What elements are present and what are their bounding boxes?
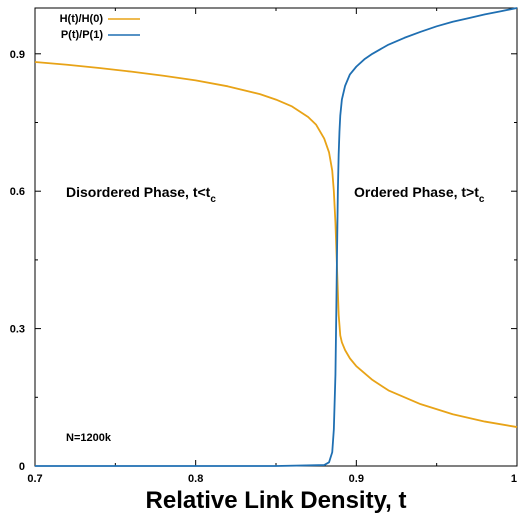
system-size-label: N=1200k [66, 432, 112, 444]
x-tick-label: 0.7 [27, 473, 42, 485]
x-tick-label: 0.8 [188, 473, 203, 485]
disordered-phase-label: Disordered Phase, t<tc [66, 184, 216, 205]
x-axis-title: Relative Link Density, t [146, 487, 407, 514]
y-tick-label: 0 [19, 461, 25, 473]
y-tick-label: 0.9 [10, 49, 25, 61]
tick-labels: 0.7 0.8 0.9 1 0 0.3 0.6 0.9 [10, 49, 517, 485]
y-tick-label: 0.6 [10, 186, 25, 198]
series-line-0 [34, 61, 518, 428]
legend-label-p: P(t)/P(1) [61, 29, 104, 41]
legend-label-h: H(t)/H(0) [60, 13, 104, 25]
legend: H(t)/H(0) P(t)/P(1) [60, 13, 140, 41]
x-tick-label: 1 [511, 473, 517, 485]
y-tick-label: 0.3 [10, 324, 25, 336]
x-tick-label: 0.9 [349, 473, 364, 485]
plot-frame [34, 7, 518, 467]
series-lines [34, 7, 518, 467]
axis-ticks [34, 8, 518, 467]
ordered-phase-label: Ordered Phase, t>tc [354, 184, 485, 205]
series-line-1 [35, 7, 518, 467]
